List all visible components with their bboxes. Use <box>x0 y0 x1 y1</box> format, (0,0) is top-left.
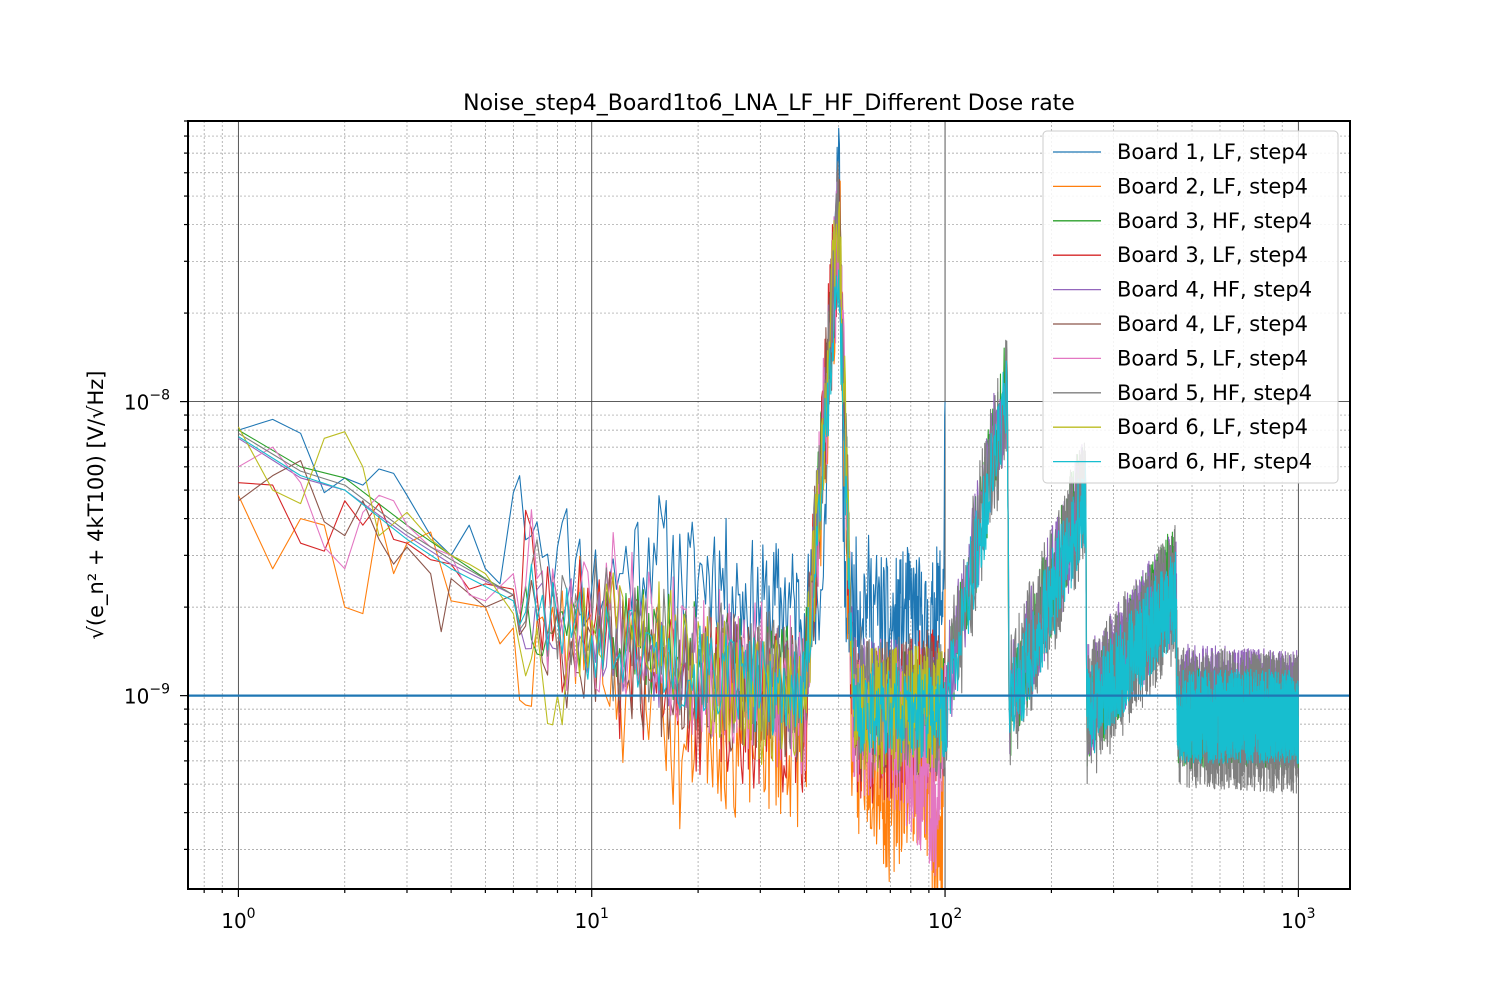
series-layer <box>188 127 1350 889</box>
axes: 100 101 102 103 10−9 10−8 <box>124 120 1351 933</box>
legend-label: Board 4, HF, step4 <box>1117 278 1312 302</box>
legend-label: Board 1, LF, step4 <box>1117 140 1308 164</box>
legend: Board 1, LF, step4 Board 2, LF, step4 Boar… <box>1042 130 1339 484</box>
y-tick-label: 10−9 <box>124 682 170 709</box>
x-tick-label: 100 <box>221 906 255 933</box>
x-tick-label: 101 <box>575 906 609 933</box>
legend-label: Board 4, LF, step4 <box>1117 312 1308 336</box>
legend-label: Board 3, HF, step4 <box>1117 209 1312 233</box>
x-tick-label: 103 <box>1281 906 1315 933</box>
legend-box <box>1042 130 1339 484</box>
legend-label: Board 5, HF, step4 <box>1117 381 1312 405</box>
legend-label: Board 6, HF, step4 <box>1117 450 1312 474</box>
chart-title: Noise_step4_Board1to6_LNA_LF_HF_Differen… <box>463 91 1075 116</box>
y-axis-label: √(e_n² + 4kT100) [V/√Hz] <box>84 371 109 640</box>
legend-label: Board 5, LF, step4 <box>1117 346 1308 370</box>
legend-label: Board 3, LF, step4 <box>1117 243 1308 267</box>
series-line-10 <box>238 269 1299 764</box>
legend-label: Board 6, LF, step4 <box>1117 415 1308 439</box>
legend-label: Board 2, LF, step4 <box>1117 174 1308 198</box>
y-tick-label: 10−8 <box>124 388 170 415</box>
x-tick-label: 102 <box>928 906 962 933</box>
plot-frame <box>187 120 1351 890</box>
y-axis-label-text: √(e_n² + 4kT100) [V/√Hz] <box>84 371 109 640</box>
